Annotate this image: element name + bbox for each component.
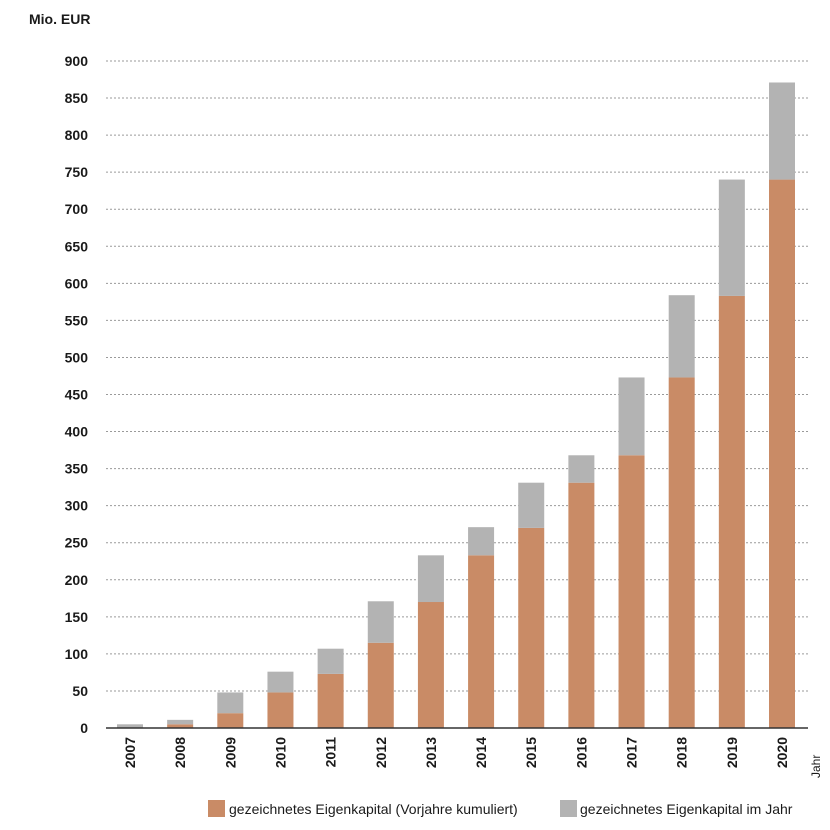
y-tick-label: 150	[65, 609, 89, 625]
y-tick-label: 650	[65, 238, 89, 254]
bar-segment-vorjahre	[518, 527, 545, 728]
y-tick-label: 700	[65, 201, 89, 217]
bar-segment-im-jahr	[217, 692, 244, 714]
y-tick-label: 100	[65, 646, 89, 662]
y-tick-label: 450	[65, 387, 89, 403]
x-tick-label: 2016	[573, 737, 589, 768]
bar-segment-vorjahre	[769, 179, 795, 729]
bar-segment-vorjahre	[718, 295, 745, 728]
bar-segment-im-jahr	[718, 179, 745, 296]
x-tick-label: 2020	[774, 737, 790, 768]
bar-segment-vorjahre	[468, 555, 495, 728]
bar-segment-vorjahre	[668, 377, 695, 728]
x-tick-label: 2013	[423, 737, 439, 768]
y-tick-label: 600	[65, 275, 89, 291]
x-tick-label: 2009	[222, 737, 238, 768]
x-tick-label: 2019	[724, 737, 740, 768]
y-tick-label: 550	[65, 312, 89, 328]
bars	[117, 82, 795, 729]
bar-segment-vorjahre	[618, 455, 645, 728]
bar-segment-im-jahr	[117, 724, 143, 728]
y-tick-label: 500	[65, 349, 89, 365]
bar-segment-vorjahre	[568, 482, 595, 728]
y-tick-label: 850	[65, 90, 89, 106]
x-tick-label: 2008	[172, 737, 188, 768]
bar-segment-im-jahr	[468, 527, 495, 556]
y-tick-label: 350	[65, 461, 89, 477]
legend-swatch-im-jahr	[560, 800, 577, 817]
x-tick-label: 2018	[674, 737, 690, 768]
bar-segment-vorjahre	[217, 713, 244, 728]
y-tick-label: 0	[80, 720, 88, 736]
y-axis-unit-label: Mio. EUR	[29, 11, 90, 27]
legend-swatch-vorjahre	[208, 800, 225, 817]
y-tick-label: 900	[65, 53, 89, 69]
legend-label-im-jahr: gezeichnetes Eigenkapital im Jahr	[580, 801, 793, 817]
bar-segment-vorjahre	[417, 602, 444, 728]
x-tick-label: 2017	[624, 737, 640, 768]
bar-segment-im-jahr	[618, 377, 645, 456]
y-tick-label: 300	[65, 498, 89, 514]
x-tick-label: 2012	[373, 737, 389, 768]
bar-segment-im-jahr	[668, 295, 695, 378]
bar-segment-vorjahre	[167, 724, 194, 728]
y-tick-label: 50	[72, 683, 88, 699]
x-tick-label: 2011	[323, 737, 339, 768]
y-tick-label: 250	[65, 535, 89, 551]
y-tick-label: 750	[65, 164, 89, 180]
y-axis-ticks: 0 50 100 150 200 250 300 350 400 450 500 550 600 650 7…	[65, 53, 89, 736]
bar-segment-im-jahr	[317, 648, 344, 674]
legend-label-vorjahre: gezeichnetes Eigenkapital (Vorjahre kumu…	[229, 801, 518, 817]
x-tick-label: 2015	[523, 737, 539, 768]
bar-segment-im-jahr	[167, 719, 194, 725]
x-tick-label: 2014	[473, 737, 489, 768]
y-tick-label: 400	[65, 424, 89, 440]
bar-segment-vorjahre	[267, 692, 294, 728]
bar-segment-vorjahre	[317, 673, 344, 728]
bar-segment-im-jahr	[267, 671, 294, 693]
bar-segment-im-jahr	[769, 82, 795, 180]
y-tick-label: 200	[65, 572, 89, 588]
bar-segment-im-jahr	[367, 601, 394, 643]
bar-segment-im-jahr	[417, 555, 444, 603]
x-tick-label: 2010	[272, 737, 288, 768]
bar-segment-im-jahr	[568, 455, 595, 483]
y-tick-label: 800	[65, 127, 89, 143]
bar-segment-im-jahr	[518, 482, 545, 528]
gridlines	[106, 60, 808, 692]
x-axis-unit-label: Jahr	[809, 755, 823, 778]
x-tick-label: 2007	[122, 737, 138, 768]
x-axis-ticks: 2007 2008 2009 2010 2011 2012 2013 2014 2015 2016…	[122, 737, 790, 768]
legend: gezeichnetes Eigenkapital (Vorjahre kumu…	[208, 800, 793, 817]
bar-segment-vorjahre	[367, 642, 394, 728]
